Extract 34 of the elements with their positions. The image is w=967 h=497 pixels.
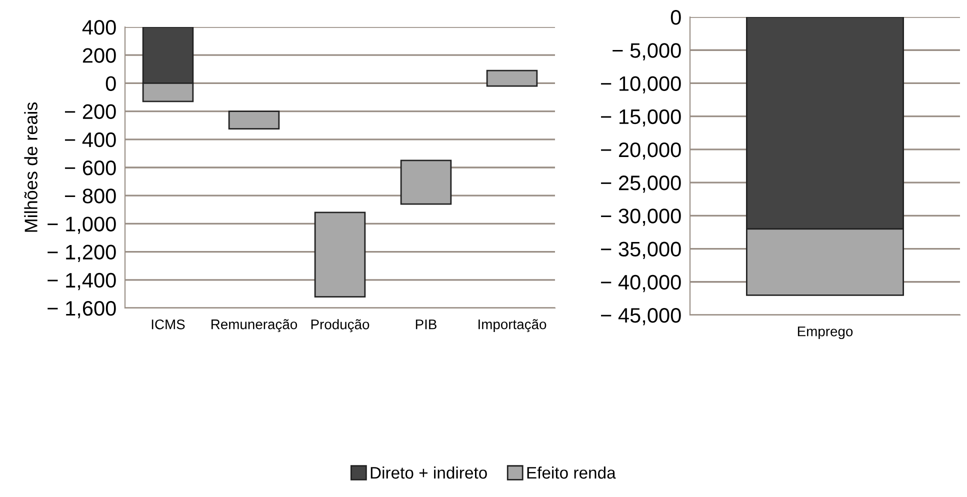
- y-tick-label: 400: [82, 20, 116, 35]
- x-tick-label: Produção: [311, 319, 370, 332]
- y-tick-label: − 200: [64, 104, 116, 120]
- x-tick-label: Remuneração: [212, 319, 298, 332]
- y-tick-label: − 5,000: [612, 43, 681, 60]
- legend-label: Direto + indireto: [370, 466, 487, 479]
- y-tick-label: − 1,000: [48, 216, 116, 234]
- bar: [228, 110, 280, 130]
- y-tick-label: − 25,000: [601, 176, 681, 193]
- y-axis-title: Milhões de reais: [24, 102, 38, 232]
- y-tick-label: − 10,000: [601, 76, 681, 94]
- legend-label: Efeito renda: [527, 466, 616, 479]
- y-tick-label: − 20,000: [601, 142, 681, 160]
- y-tick-label: − 35,000: [601, 242, 681, 259]
- y-tick-label: − 1,200: [48, 244, 116, 262]
- y-tick-label: 200: [82, 48, 116, 63]
- x-tick-label: Importação: [478, 319, 546, 332]
- x-tick-label: ICMS: [152, 319, 185, 330]
- y-tick-label: − 400: [64, 132, 116, 148]
- x-tick-label: Emprego: [798, 326, 853, 340]
- y-tick-label: − 45,000: [601, 308, 681, 326]
- y-tick-label: 0: [670, 10, 681, 25]
- y-tick-label: − 1,400: [48, 272, 116, 290]
- y-tick-label: − 15,000: [601, 109, 681, 127]
- x-tick-label: PIB: [416, 320, 436, 330]
- y-tick-label: − 600: [64, 160, 116, 176]
- y-tick-label: − 800: [64, 188, 116, 204]
- y-tick-label: − 1,600: [48, 301, 116, 318]
- y-tick-label: 0: [106, 76, 116, 91]
- y-tick-label: − 30,000: [601, 208, 681, 226]
- bar: [486, 70, 538, 87]
- bar: [314, 212, 366, 298]
- y-tick-label: − 40,000: [601, 274, 681, 292]
- bar: [400, 160, 452, 205]
